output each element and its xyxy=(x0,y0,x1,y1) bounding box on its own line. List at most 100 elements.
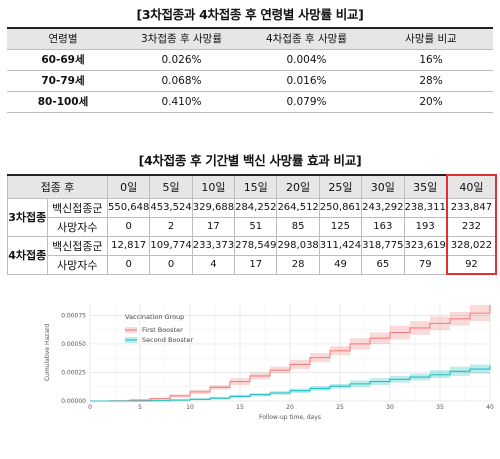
x-tick-label: 35 xyxy=(436,404,444,411)
column-header: 연령별 xyxy=(7,27,119,50)
legend-label-0: First Booster xyxy=(142,326,183,334)
dose4-rate-cell: 0.004% xyxy=(244,48,369,71)
dose4-rate-cell: 0.016% xyxy=(244,69,369,92)
y-tick-label: 0.00025 xyxy=(61,369,86,376)
row-label: 백신접종군 xyxy=(46,197,109,218)
day-header: 30일 xyxy=(361,174,405,199)
day-header: 5일 xyxy=(149,174,193,199)
age-group-cell: 60-69세 xyxy=(7,48,119,71)
value-cell: 238,311 xyxy=(403,197,448,218)
dose3-rate-cell: 0.026% xyxy=(119,48,244,71)
x-tick-label: 25 xyxy=(336,404,344,411)
value-cell: 85 xyxy=(276,216,320,237)
legend-title: Vaccination Group xyxy=(125,313,184,321)
ratio-cell: 28% xyxy=(369,69,493,92)
series-1-line xyxy=(90,365,491,402)
value-cell: 453,524 xyxy=(149,197,193,218)
value-cell: 298,038 xyxy=(276,235,320,256)
x-tick-label: 0 xyxy=(88,404,92,411)
value-cell: 0 xyxy=(149,254,193,275)
value-cell: 250,861 xyxy=(318,197,363,218)
x-tick-label: 20 xyxy=(286,404,294,411)
value-cell: 193 xyxy=(403,216,448,237)
group-label: 4차접종 xyxy=(7,235,48,275)
column-header: 3차접종 후 사망률 xyxy=(119,27,244,50)
series-0-line xyxy=(90,305,491,402)
ratio-cell: 20% xyxy=(369,90,493,113)
value-cell: 329,688 xyxy=(191,197,236,218)
day-header: 35일 xyxy=(403,174,448,199)
corner-header: 접종 후 xyxy=(7,174,108,199)
x-tick-label: 30 xyxy=(386,404,394,411)
table-row: 사망자수 0 0 4 17 28 49 65 79 92 xyxy=(8,254,498,275)
value-cell: 243,292 xyxy=(361,197,405,218)
value-cell: 0 xyxy=(106,216,151,237)
value-cell: 284,252 xyxy=(234,197,278,218)
day-header: 0일 xyxy=(106,174,151,199)
group-label: 3차접종 xyxy=(7,197,48,237)
value-cell: 17 xyxy=(234,254,278,275)
column-header: 사망률 비교 xyxy=(369,27,493,50)
day-header: 20일 xyxy=(276,174,320,199)
y-tick-label: 0.00075 xyxy=(61,312,86,319)
value-cell: 0 xyxy=(106,254,151,275)
value-cell: 318,775 xyxy=(361,235,405,256)
value-cell: 65 xyxy=(361,254,405,275)
column-header: 4차접종 후 사망률 xyxy=(244,27,369,50)
table-row: 70-79세 0.068% 0.016% 28% xyxy=(7,69,493,92)
value-cell-highlighted: 233,847 xyxy=(445,197,498,218)
row-label: 백신접종군 xyxy=(46,235,109,256)
value-cell: 2 xyxy=(149,216,193,237)
table-row: 60-69세 0.026% 0.004% 16% xyxy=(7,48,493,71)
value-cell: 12,817 xyxy=(106,235,151,256)
y-tick-label: 0.00000 xyxy=(61,398,86,405)
value-cell: 233,373 xyxy=(191,235,236,256)
row-label: 사망자수 xyxy=(46,216,109,237)
table-header-row: 연령별 3차접종 후 사망률 4차접종 후 사망률 사망률 비교 xyxy=(7,27,493,50)
value-cell: 125 xyxy=(318,216,363,237)
table-row: 3차접종 백신접종군 550,648 453,524 329,688 284,2… xyxy=(7,197,498,237)
y-tick-label: 0.00050 xyxy=(61,341,86,348)
x-tick-label: 10 xyxy=(186,404,194,411)
value-cell: 311,424 xyxy=(318,235,363,256)
value-cell: 79 xyxy=(403,254,448,275)
period-mortality-table: 접종 후 0일 5일 10일 15일 20일 25일 30일 35일 40일 3… xyxy=(7,174,498,275)
table-header-row: 접종 후 0일 5일 10일 15일 20일 25일 30일 35일 40일 xyxy=(7,174,498,199)
value-cell-highlighted: 232 xyxy=(445,216,498,237)
value-cell: 28 xyxy=(276,254,320,275)
dose4-rate-cell: 0.079% xyxy=(244,90,369,113)
value-cell: 49 xyxy=(318,254,363,275)
section1-title: [3차접종과 4차접종 후 연령별 사망률 비교] xyxy=(136,7,364,22)
age-group-cell: 80-100세 xyxy=(7,90,119,113)
value-cell: 17 xyxy=(191,216,236,237)
cumulative-hazard-chart: 0 5 10 15 20 25 30 35 40 0.00000 0.00025 0.00050 0.0… xyxy=(44,298,494,421)
value-cell: 278,549 xyxy=(234,235,278,256)
day-header: 15일 xyxy=(234,174,278,199)
x-tick-label: 5 xyxy=(138,404,142,411)
value-cell: 51 xyxy=(234,216,278,237)
x-axis-label: Follow-up time, days xyxy=(259,414,321,421)
y-axis-label: Cumulative Hazard xyxy=(44,324,51,382)
value-cell-highlighted: 328,022 xyxy=(445,235,498,256)
table-row: 4차접종 백신접종군 12,817 109,774 233,373 278,54… xyxy=(7,235,498,275)
row-label: 사망자수 xyxy=(46,254,109,275)
dose3-rate-cell: 0.068% xyxy=(119,69,244,92)
dose3-rate-cell: 0.410% xyxy=(119,90,244,113)
age-group-cell: 70-79세 xyxy=(7,69,119,92)
ratio-cell: 16% xyxy=(369,48,493,71)
legend-label-1: Second Booster xyxy=(142,336,193,344)
table-row: 80-100세 0.410% 0.079% 20% xyxy=(7,90,493,113)
value-cell: 550,648 xyxy=(106,197,151,218)
x-tick-label: 40 xyxy=(486,404,494,411)
value-cell: 109,774 xyxy=(149,235,193,256)
day-header: 10일 xyxy=(191,174,236,199)
day-header: 25일 xyxy=(318,174,363,199)
value-cell: 4 xyxy=(191,254,236,275)
value-cell-highlighted: 92 xyxy=(445,254,498,275)
age-mortality-table: 연령별 3차접종 후 사망률 4차접종 후 사망률 사망률 비교 60-69세 … xyxy=(7,27,493,113)
value-cell: 323,619 xyxy=(403,235,448,256)
day-header-highlighted: 40일 xyxy=(445,174,498,199)
value-cell: 163 xyxy=(361,216,405,237)
table-row: 사망자수 0 2 17 51 85 125 163 193 232 xyxy=(8,216,498,237)
value-cell: 264,512 xyxy=(276,197,320,218)
